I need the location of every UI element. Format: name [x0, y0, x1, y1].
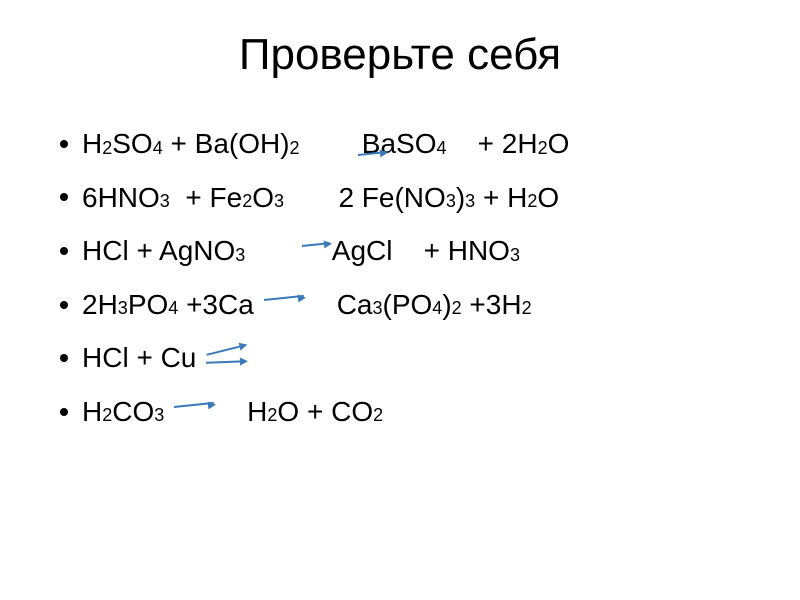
formula-text: H: [82, 388, 102, 436]
bullet-icon: [60, 140, 68, 148]
equation-content: H2SO4 + Ba(OH)2 BaSO4 + 2H2O: [82, 120, 569, 168]
formula-text: O: [252, 174, 274, 222]
subscript: 3: [274, 186, 284, 217]
equation-list: H2SO4 + Ba(OH)2 BaSO4 + 2H2O 6HNO3 + Fe2…: [50, 120, 750, 436]
subscript: 4: [437, 133, 447, 164]
bullet-icon: [60, 408, 68, 416]
equation-content: H2CO3 H2O + CO2: [82, 388, 383, 436]
formula-text: + Ba(OH): [163, 120, 290, 168]
subscript: 3: [465, 186, 475, 217]
subscript: 2: [522, 293, 532, 324]
bullet-icon: [60, 301, 68, 309]
subscript: 3: [235, 240, 245, 271]
subscript: 2: [538, 133, 548, 164]
subscript: 2: [290, 133, 300, 164]
reaction-arrow-icon: [264, 295, 304, 315]
subscript: 3: [154, 400, 164, 431]
formula-text: +3H: [462, 281, 522, 329]
formula-text: + H: [475, 174, 527, 222]
equation-content: HCl + Cu: [82, 334, 248, 382]
reaction-arrow-icon: [174, 402, 214, 422]
formula-text: 2 Fe(NO: [284, 174, 446, 222]
equation-content: 6HNO3 + Fe2O3 2 Fe(NO3)3 + H2O: [82, 174, 559, 222]
formula-text: ): [456, 174, 465, 222]
equation-row: H2SO4 + Ba(OH)2 BaSO4 + 2H2O: [60, 120, 750, 168]
subscript: 3: [160, 186, 170, 217]
subscript: 2: [452, 293, 462, 324]
subscript: 2: [267, 400, 277, 431]
formula-text: CO: [112, 388, 154, 436]
formula-text: ): [442, 281, 451, 329]
equation-row: 2H3PO4 +3Ca Ca3(PO4)2 +3H2: [60, 281, 750, 329]
formula-text: SO: [112, 120, 152, 168]
formula-text: + Fe: [170, 174, 242, 222]
reaction-double-arrow-icon: [206, 347, 246, 369]
formula-text: O: [548, 120, 570, 168]
reaction-arrow-icon: [358, 150, 386, 170]
reaction-arrow-icon: [302, 241, 330, 261]
equation-row: 6HNO3 + Fe2O3 2 Fe(NO3)3 + H2O: [60, 174, 750, 222]
subscript: 4: [168, 293, 178, 324]
subscript: 3: [510, 240, 520, 271]
subscript: 3: [446, 186, 456, 217]
subscript: 2: [527, 186, 537, 217]
formula-text: 2H: [82, 281, 118, 329]
formula-text: + 2H: [447, 120, 538, 168]
subscript: 4: [432, 293, 442, 324]
formula-text: O: [537, 174, 559, 222]
formula-text: [164, 388, 172, 436]
formula-text: +3Ca: [178, 281, 261, 329]
formula-text: HCl + Cu: [82, 334, 204, 382]
formula-text: O + CO: [277, 388, 373, 436]
formula-text: (PO: [383, 281, 433, 329]
equation-content: HCl + AgNO3 AgCl + HNO3: [82, 227, 520, 275]
equation-content: 2H3PO4 +3Ca Ca3(PO4)2 +3H2: [82, 281, 532, 329]
formula-text: H: [216, 388, 267, 436]
subscript: 3: [118, 293, 128, 324]
equation-row: HCl + Cu: [60, 334, 750, 382]
bullet-icon: [60, 354, 68, 362]
subscript: 2: [102, 400, 112, 431]
formula-text: [300, 120, 362, 168]
formula-text: [245, 227, 299, 275]
formula-text: AgCl: [332, 227, 393, 275]
equation-row: H2CO3 H2O + CO2: [60, 388, 750, 436]
subscript: 3: [373, 293, 383, 324]
subscript: 4: [153, 133, 163, 164]
subscript: 2: [102, 133, 112, 164]
subscript: 2: [373, 400, 383, 431]
bullet-icon: [60, 193, 68, 201]
formula-text: Ca: [306, 281, 373, 329]
formula-text: + HNO: [392, 227, 509, 275]
formula-text: 6HNO: [82, 174, 160, 222]
formula-text: H: [82, 120, 102, 168]
bullet-icon: [60, 247, 68, 255]
equation-row: HCl + AgNO3 AgCl + HNO3: [60, 227, 750, 275]
formula-text: HCl + AgNO: [82, 227, 235, 275]
slide-title: Проверьте себя: [50, 30, 750, 80]
formula-text: PO: [128, 281, 168, 329]
subscript: 2: [242, 186, 252, 217]
